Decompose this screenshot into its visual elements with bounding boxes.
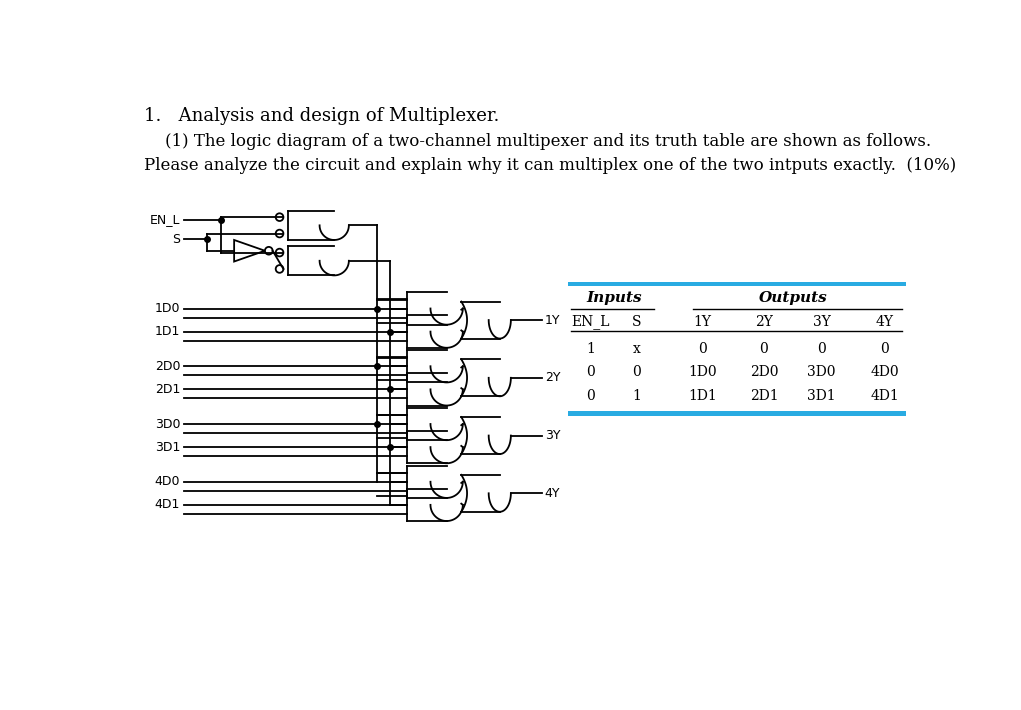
Text: 2D0: 2D0: [749, 366, 778, 379]
Text: EN_L: EN_L: [572, 314, 610, 329]
Bar: [568, 411, 907, 415]
Text: 0: 0: [817, 342, 826, 356]
Text: Outputs: Outputs: [760, 292, 828, 305]
Bar: [568, 282, 907, 286]
Text: 2Y: 2Y: [545, 371, 561, 384]
Text: 1Y: 1Y: [693, 315, 712, 329]
Text: 1D1: 1D1: [688, 388, 717, 403]
Text: S: S: [173, 233, 181, 246]
Text: Inputs: Inputs: [586, 292, 641, 305]
Text: 2Y: 2Y: [755, 315, 773, 329]
Text: 4Y: 4Y: [876, 315, 893, 329]
Text: 0: 0: [760, 342, 768, 356]
Text: EN_L: EN_L: [150, 214, 181, 226]
Text: S: S: [632, 315, 641, 329]
Text: 2D1: 2D1: [749, 388, 778, 403]
Text: 4D0: 4D0: [871, 366, 900, 379]
Text: 1D0: 1D0: [688, 366, 717, 379]
Text: 0: 0: [698, 342, 707, 356]
Text: 2D1: 2D1: [155, 383, 181, 396]
Text: 1D1: 1D1: [155, 325, 181, 338]
Text: 0: 0: [586, 388, 595, 403]
Text: x: x: [633, 342, 641, 356]
Text: 1D0: 1D0: [155, 302, 181, 315]
Text: 3D1: 3D1: [808, 388, 836, 403]
Text: 0: 0: [586, 366, 595, 379]
Text: 0: 0: [880, 342, 889, 356]
Text: Please analyze the circuit and explain why it can multiplex one of the two intpu: Please analyze the circuit and explain w…: [144, 157, 957, 174]
Text: 1: 1: [586, 342, 595, 356]
Text: 1: 1: [632, 388, 641, 403]
Text: 4D1: 4D1: [870, 388, 900, 403]
Text: (1) The logic diagram of a two-channel multipexer and its truth table are shown : (1) The logic diagram of a two-channel m…: [144, 133, 931, 150]
Text: 2D0: 2D0: [155, 360, 181, 373]
Text: 4D1: 4D1: [155, 498, 181, 511]
Text: 3D0: 3D0: [808, 366, 836, 379]
Text: 1.   Analysis and design of Multiplexer.: 1. Analysis and design of Multiplexer.: [144, 106, 499, 125]
Text: 1Y: 1Y: [545, 314, 561, 327]
Text: 4D0: 4D0: [155, 475, 181, 488]
Text: 3Y: 3Y: [545, 429, 561, 442]
Text: 4Y: 4Y: [545, 487, 561, 500]
Text: 0: 0: [632, 366, 641, 379]
Text: 3Y: 3Y: [813, 315, 830, 329]
Text: 3D0: 3D0: [155, 417, 181, 430]
Text: 3D1: 3D1: [155, 441, 181, 454]
